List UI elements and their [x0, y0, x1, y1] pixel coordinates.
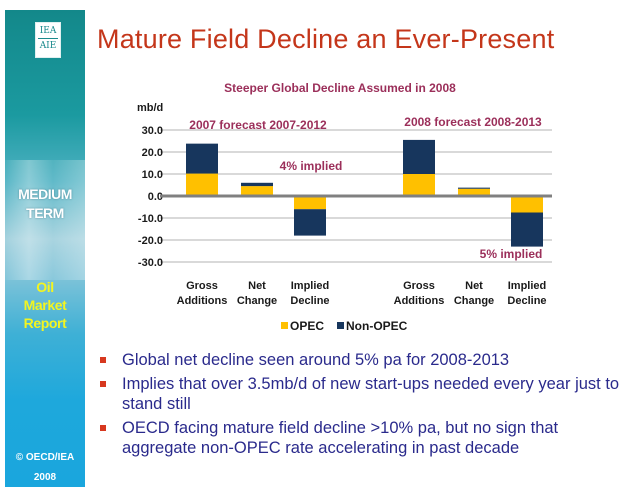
- copyright-year: 2008: [33, 472, 57, 483]
- y-tick-label: 10.0: [142, 169, 163, 181]
- bar-non-opec: [241, 182, 273, 187]
- sidebar-product-name: Oil Market Report: [5, 278, 85, 332]
- bar-non-opec: [403, 139, 435, 174]
- slide-title: Mature Field Decline an Ever-Present: [97, 24, 555, 54]
- legend-swatch-non-opec-icon: [337, 322, 344, 329]
- x-category-label-line1: Implied: [508, 280, 547, 292]
- bullet-marker-icon: [100, 357, 106, 363]
- x-category-label-line1: Net: [465, 280, 483, 292]
- bullet-marker-icon: [100, 381, 106, 387]
- y-tick-label: -10.0: [138, 213, 163, 225]
- x-category-label-line1: Gross: [403, 280, 435, 292]
- bullet-text: Implies that over 3.5mb/d of new start-u…: [122, 375, 620, 413]
- implied-rate-annotation: 4% implied: [280, 159, 343, 173]
- bullet-item: Global net decline seen around 5% pa for…: [100, 350, 620, 370]
- bar-non-opec: [511, 212, 543, 247]
- legend-label: OPEC: [290, 319, 324, 333]
- sidebar-heading: MEDIUM TERM: [5, 185, 85, 223]
- x-category-label-line2: Decline: [507, 295, 546, 307]
- x-category-label-line2: Additions: [394, 295, 445, 307]
- sidebar-heading-line2: TERM: [26, 205, 64, 221]
- sidebar-decoration: [5, 160, 85, 280]
- x-category-label-line1: Gross: [186, 280, 218, 292]
- iea-logo: IEA AIE: [35, 22, 61, 58]
- bullet-text: OECD facing mature field decline >10% pa…: [122, 419, 559, 457]
- x-category-label-line2: Decline: [290, 295, 329, 307]
- bullet-marker-icon: [100, 425, 106, 431]
- legend-swatch-opec-icon: [281, 322, 288, 329]
- bar-opec: [403, 174, 435, 196]
- y-tick-label: -20.0: [138, 235, 163, 247]
- bar-opec: [186, 173, 218, 196]
- bar-non-opec: [458, 187, 490, 189]
- logo-top-text: IEA: [38, 25, 58, 39]
- sidebar-heading-line1: MEDIUM: [18, 186, 72, 202]
- x-category-label-line2: Additions: [177, 295, 228, 307]
- y-tick-label: 30.0: [142, 125, 163, 137]
- bar-opec: [511, 196, 543, 213]
- copyright-text: © OECD/IEA: [15, 452, 75, 463]
- sidebar-product-line3: Report: [23, 315, 67, 331]
- bar-opec: [241, 186, 273, 196]
- bullet-list: Global net decline seen around 5% pa for…: [100, 350, 620, 462]
- chart-title: Steeper Global Decline Assumed in 2008: [224, 81, 456, 95]
- x-category-label-line2: Change: [237, 295, 277, 307]
- bar-non-opec: [186, 143, 218, 174]
- logo-bottom-text: AIE: [39, 41, 57, 51]
- y-tick-label: 20.0: [142, 147, 163, 159]
- y-axis-label: mb/d: [137, 102, 163, 114]
- group-label: 2008 forecast 2008-2013: [404, 115, 542, 129]
- sidebar-product-line1: Oil: [36, 279, 54, 295]
- y-tick-label: -30.0: [138, 257, 163, 269]
- legend-label: Non-OPEC: [346, 319, 408, 333]
- x-category-label-line2: Change: [454, 295, 494, 307]
- sidebar-product-line2: Market: [23, 297, 67, 313]
- bar-non-opec: [294, 209, 326, 236]
- sidebar-banner: IEA AIE MEDIUM TERM Oil Market Report © …: [5, 10, 85, 487]
- bullet-text: Global net decline seen around 5% pa for…: [122, 351, 510, 369]
- bullet-item: Implies that over 3.5mb/d of new start-u…: [100, 374, 620, 414]
- bullet-item: OECD facing mature field decline >10% pa…: [100, 418, 620, 458]
- implied-rate-annotation: 5% implied: [480, 247, 543, 261]
- bar-opec: [294, 196, 326, 210]
- bar-opec: [458, 188, 490, 196]
- x-category-label-line1: Net: [248, 280, 266, 292]
- x-category-label-line1: Implied: [291, 280, 330, 292]
- group-label: 2007 forecast 2007-2012: [189, 118, 327, 132]
- y-tick-label: 0.0: [148, 191, 163, 203]
- stacked-bar-chart: Steeper Global Decline Assumed in 2008 m…: [137, 81, 552, 333]
